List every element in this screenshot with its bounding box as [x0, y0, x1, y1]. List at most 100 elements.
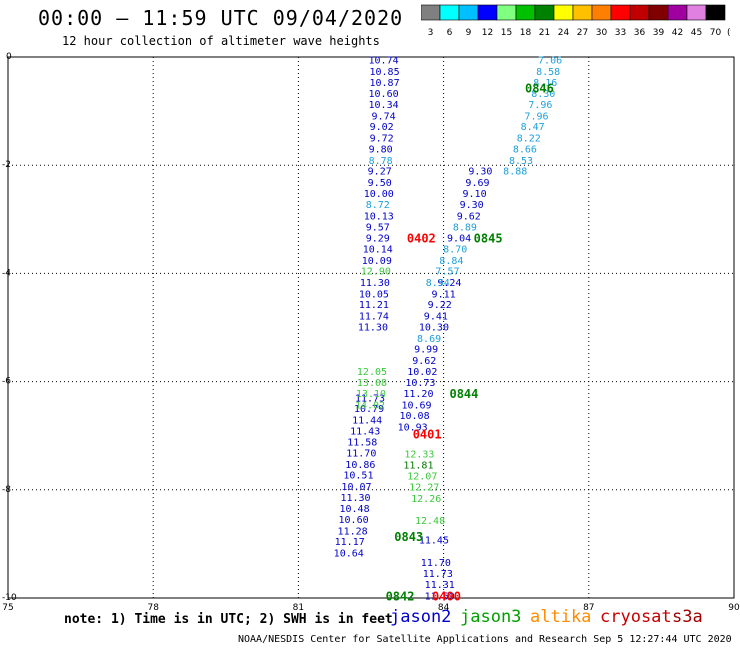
wave-height-label: 7.96 [528, 100, 552, 111]
legend-label: 33 [615, 28, 626, 38]
wave-height-label: 10.30 [419, 322, 449, 333]
wave-height-label: 10.79 [354, 404, 384, 415]
wave-height-label: 8.54 [426, 278, 450, 289]
legend-label: 6 [447, 28, 453, 38]
wave-height-label: 10.13 [364, 212, 394, 223]
wave-height-label: 10.86 [345, 460, 375, 471]
plot-frame [7, 56, 735, 599]
wave-height-label: 11.30 [360, 278, 390, 289]
chart-title: 00:00 – 11:59 UTC 09/04/2020 [38, 6, 404, 30]
legend-label: 70 [710, 28, 722, 38]
wave-height-label: 12.27 [409, 483, 439, 494]
wave-height-label: 7.06 [538, 56, 562, 67]
wave-height-label: 11.70 [421, 558, 451, 569]
wave-height-label: 11.20 [403, 389, 433, 400]
wave-height-label: 8.70 [443, 245, 467, 256]
footnote: note: 1) Time is in UTC; 2) SWH is in fe… [64, 612, 393, 627]
wave-height-label: 10.14 [363, 245, 393, 256]
legend-swatch [705, 4, 726, 21]
wave-height-label: 11.28 [338, 526, 368, 537]
legend-label: 3 [428, 28, 434, 38]
satellite-name-s3a: s3a [672, 607, 703, 627]
wave-height-label: 9.50 [368, 178, 392, 189]
wave-height-label: 9.62 [412, 356, 436, 367]
y-tick-label: 0 [6, 52, 12, 62]
wave-height-label: 9.24 [437, 278, 461, 289]
wave-height-label: 11.81 [403, 460, 433, 471]
satellite-name-altika: altika [530, 607, 592, 627]
wave-height-label: 9.62 [457, 212, 481, 223]
wave-height-label: 9.72 [370, 134, 394, 145]
legend-label: 36 [634, 28, 646, 38]
wave-height-label: 8.30 [531, 89, 555, 100]
wave-height-label: 10.73 [405, 378, 435, 389]
x-tick-label: 87 [583, 603, 594, 613]
legend-label: 24 [558, 28, 570, 38]
x-tick-label: 78 [147, 603, 159, 613]
wave-height-label: 11.21 [359, 300, 389, 311]
wave-height-label: 9.30 [468, 167, 492, 178]
wave-height-label: 9.57 [366, 222, 390, 233]
wave-height-label: 10.93 [398, 423, 428, 434]
wave-height-label: 10.00 [364, 189, 394, 200]
pass-time-label: 0843 [394, 530, 423, 544]
wave-height-label: 11.45 [419, 536, 449, 547]
y-tick-label: -2 [2, 160, 11, 170]
y-tick-label: -4 [2, 268, 11, 278]
wave-height-label: 9.02 [370, 122, 394, 133]
legend-label: 21 [539, 28, 550, 38]
wave-height-label: 13.08 [357, 378, 387, 389]
wave-height-label: 9.41 [424, 312, 448, 323]
pass-time-label: 0842 [386, 589, 415, 603]
wave-height-label: 9.99 [414, 345, 438, 356]
wave-height-label: 10.09 [362, 256, 392, 267]
wave-height-label: 8.89 [453, 222, 477, 233]
legend-label: 30 [596, 28, 608, 38]
wave-height-label: 10.48 [339, 504, 369, 515]
x-tick-label: 84 [438, 603, 450, 613]
wave-height-label: 12.26 [411, 494, 441, 505]
wave-height-label: 10.08 [400, 411, 430, 422]
legend-label: 9 [466, 28, 472, 38]
wave-height-label: 11.59 [425, 591, 455, 602]
x-tick-label: 90 [728, 603, 740, 613]
legend-label: 12 [482, 28, 493, 38]
wave-height-label: 11.73 [355, 393, 385, 404]
credit-line: NOAA/NESDIS Center for Satellite Applica… [238, 634, 732, 645]
wave-height-label: 9.74 [372, 111, 396, 122]
wave-height-label: 10.87 [369, 78, 399, 89]
satellite-name-jason2: jason2 [390, 607, 452, 627]
wave-height-label: 7.57 [435, 267, 459, 278]
wave-height-label: 12.48 [415, 516, 445, 527]
wave-height-label: 8.47 [521, 122, 545, 133]
wave-height-label: 9.80 [369, 144, 393, 155]
y-tick-label: -6 [2, 377, 11, 387]
legend-label: 27 [577, 28, 588, 38]
wave-height-label: 9.10 [463, 189, 487, 200]
wave-height-label: 11.74 [359, 312, 389, 323]
wave-height-label: 8.22 [517, 134, 541, 145]
wave-height-label: 10.69 [401, 400, 431, 411]
wave-height-label: 10.07 [341, 482, 371, 493]
wave-height-label: 8.66 [513, 144, 537, 155]
wave-height-label: 14.02 [355, 400, 385, 411]
legend-label: 45 [691, 28, 702, 38]
wave-height-label: 11.30 [358, 322, 388, 333]
wave-height-label: 10.05 [359, 289, 389, 300]
wave-height-label: 12.07 [407, 472, 437, 483]
wave-height-label: 7.96 [524, 111, 548, 122]
chart-subtitle: 12 hour collection of altimeter wave hei… [62, 34, 380, 48]
wave-height-label: 11.30 [340, 493, 370, 504]
wave-height-label: 11.73 [423, 569, 453, 580]
wave-height-label: 8.84 [439, 256, 463, 267]
legend-label: 39 [653, 28, 665, 38]
pass-time-label: 0846 [525, 81, 554, 95]
wave-height-label: 9.69 [465, 178, 489, 189]
pass-time-label: 0401 [413, 428, 442, 442]
wave-height-label: 10.60 [339, 515, 369, 526]
wave-height-label: 10.60 [369, 89, 399, 100]
wave-height-label: 9.29 [366, 234, 390, 245]
wave-height-label: 8.88 [503, 167, 527, 178]
